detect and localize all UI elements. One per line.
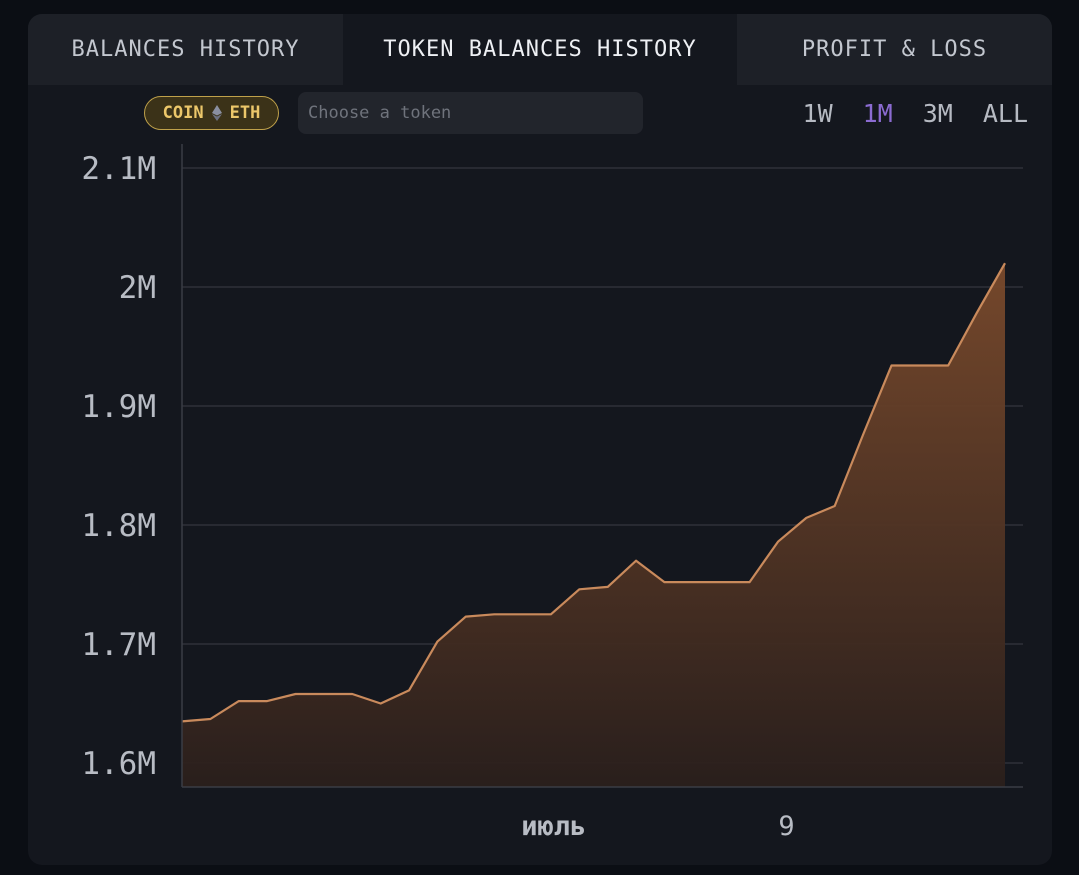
y-tick-label: 1.8M [81,508,156,544]
y-tick-label: 1.6M [81,746,156,782]
tab-token-balances-history[interactable]: TOKEN BALANCES HISTORY [343,14,737,85]
chart-axes [181,144,1023,788]
tab-profit-and-loss[interactable]: PROFIT & LOSS [737,14,1052,85]
time-range-selector: 1W 1M 3M ALL [803,96,1028,130]
tab-balances-history[interactable]: BALANCES HISTORY [28,14,343,85]
y-tick-label: 1.9M [81,389,156,425]
token-badge-prefix: COIN [162,103,204,123]
series-line [181,262,1006,723]
chart-area-layer [181,262,1006,787]
ethereum-icon [211,105,222,121]
range-3m-button[interactable]: 3M [922,98,953,128]
range-1m-button[interactable]: 1M [862,98,893,128]
token-badge-symbol: ETH [229,103,261,123]
y-tick-label: 2M [119,270,156,306]
token-badge[interactable]: COIN ETH [144,96,279,130]
y-tick-label: 2.1M [81,151,156,187]
x-tick-label: июль [521,811,586,842]
balance-area-chart: 1.6M 1.7M 1.8M 1.9M 2M 2.1M июль 9 [81,144,1023,842]
x-tick-label: 9 [778,811,794,842]
choose-token-input[interactable] [298,92,643,134]
y-axis-ticks: 1.6M 1.7M 1.8M 1.9M 2M 2.1M [81,151,156,782]
range-1w-button[interactable]: 1W [802,98,833,128]
tab-bar: BALANCES HISTORY TOKEN BALANCES HISTORY … [28,14,1052,85]
y-tick-label: 1.7M [81,627,156,663]
x-axis-ticks: июль 9 [521,811,794,842]
area-fill [182,263,1005,787]
range-all-button[interactable]: ALL [982,98,1028,128]
token-balances-panel: BALANCES HISTORY TOKEN BALANCES HISTORY … [28,14,1052,865]
